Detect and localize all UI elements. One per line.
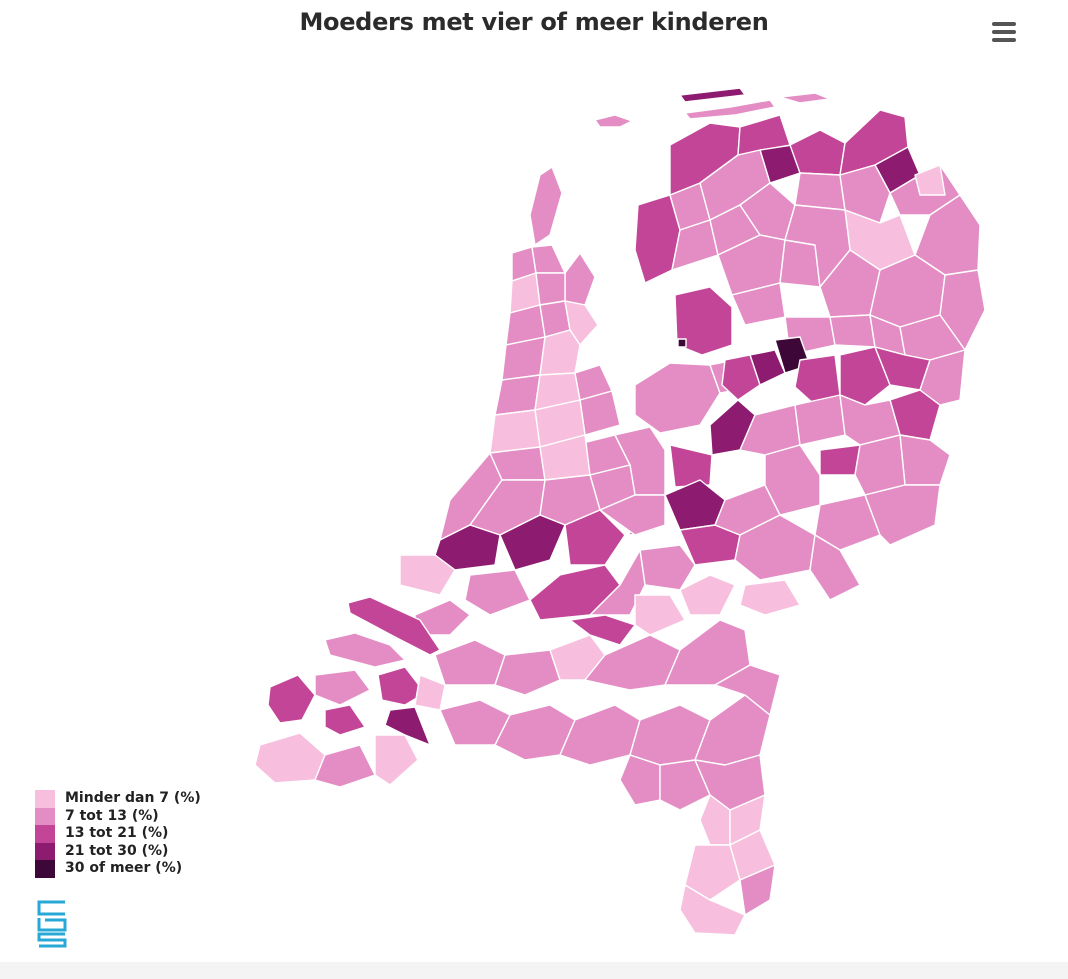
map-region[interactable]	[619, 754, 661, 806]
map-region[interactable]	[659, 759, 711, 811]
map-region[interactable]	[531, 244, 566, 274]
map-region[interactable]	[494, 374, 541, 416]
map-region[interactable]	[839, 164, 891, 224]
legend-swatch	[35, 807, 55, 825]
legend-item[interactable]: 21 tot 30 (%)	[35, 842, 235, 860]
map-region[interactable]	[347, 596, 441, 656]
map-region[interactable]	[569, 614, 636, 646]
cbs-logo-icon	[35, 898, 71, 950]
legend-item[interactable]: 7 tot 13 (%)	[35, 807, 235, 825]
map-region[interactable]	[829, 314, 876, 348]
map-region[interactable]	[594, 114, 633, 128]
map-region[interactable]	[919, 349, 966, 406]
map-region[interactable]	[679, 87, 746, 103]
legend: Minder dan 7 (%) 7 tot 13 (%) 13 tot 21 …	[35, 790, 235, 878]
map-region[interactable]	[399, 554, 456, 596]
map-region[interactable]	[779, 239, 821, 288]
legend-label: 30 of meer (%)	[65, 860, 183, 876]
map-region[interactable]	[377, 666, 426, 706]
map-region[interactable]	[564, 252, 596, 306]
map-region[interactable]	[789, 129, 846, 176]
map-region[interactable]	[599, 494, 666, 536]
map-region[interactable]	[679, 574, 736, 616]
legend-swatch	[35, 825, 55, 843]
legend-label: Minder dan 7 (%)	[65, 790, 201, 806]
map-region[interactable]	[324, 704, 366, 736]
map-region[interactable]	[679, 884, 746, 936]
map-region[interactable]	[854, 434, 906, 496]
legend-label: 7 tot 13 (%)	[65, 807, 159, 824]
map-region[interactable]	[489, 409, 541, 454]
map-region[interactable]	[779, 92, 831, 104]
map-region[interactable]	[809, 534, 861, 601]
map-region[interactable]	[464, 569, 531, 616]
map-region[interactable]	[677, 338, 687, 348]
map-region[interactable]	[539, 329, 581, 376]
map-region[interactable]	[634, 362, 721, 434]
map-region[interactable]	[535, 272, 566, 306]
legend-label: 21 tot 30 (%)	[65, 842, 169, 859]
map-region[interactable]	[739, 579, 801, 616]
map-region[interactable]	[414, 674, 446, 711]
map-region[interactable]	[814, 494, 881, 551]
map-region[interactable]	[579, 390, 621, 436]
legend-item[interactable]: 30 of meer (%)	[35, 860, 235, 878]
legend-item[interactable]: 13 tot 21 (%)	[35, 825, 235, 843]
page-title: Moeders met vier of meer kinderen	[299, 8, 769, 36]
map-region[interactable]	[914, 164, 946, 196]
map-region[interactable]	[674, 286, 733, 356]
map-region[interactable]	[254, 732, 326, 784]
map-region[interactable]	[267, 674, 316, 724]
map-region[interactable]	[819, 444, 861, 476]
map-region[interactable]	[899, 434, 951, 486]
map-region[interactable]	[684, 99, 776, 120]
map-region[interactable]	[794, 172, 846, 211]
map-region[interactable]	[721, 354, 761, 401]
legend-swatch	[35, 860, 55, 878]
map-region[interactable]	[684, 844, 741, 901]
map-region[interactable]	[669, 444, 713, 488]
map-region[interactable]	[529, 166, 563, 246]
legend-swatch	[35, 790, 55, 808]
map-region[interactable]	[494, 649, 561, 696]
legend-label: 13 tot 21 (%)	[65, 825, 169, 841]
map-region[interactable]	[324, 632, 406, 668]
map-region[interactable]	[639, 544, 696, 591]
map-region[interactable]	[634, 594, 686, 636]
choropleth-map[interactable]	[240, 55, 1000, 955]
map-region[interactable]	[559, 704, 641, 766]
map-region[interactable]	[794, 394, 846, 446]
map-region[interactable]	[714, 664, 781, 716]
map-region[interactable]	[314, 669, 371, 706]
map-region[interactable]	[374, 734, 419, 786]
hamburger-menu-button[interactable]	[988, 18, 1020, 46]
footer-strip	[0, 962, 1068, 979]
map-region[interactable]	[839, 346, 891, 406]
legend-item[interactable]: Minder dan 7 (%)	[35, 790, 235, 808]
map-region[interactable]	[384, 706, 431, 746]
map-region[interactable]	[864, 484, 941, 546]
map-region[interactable]	[499, 514, 566, 571]
map-region[interactable]	[314, 744, 376, 788]
map-region[interactable]	[564, 509, 626, 566]
map-region[interactable]	[434, 639, 506, 686]
map-region[interactable]	[739, 864, 776, 916]
legend-swatch	[35, 842, 55, 860]
